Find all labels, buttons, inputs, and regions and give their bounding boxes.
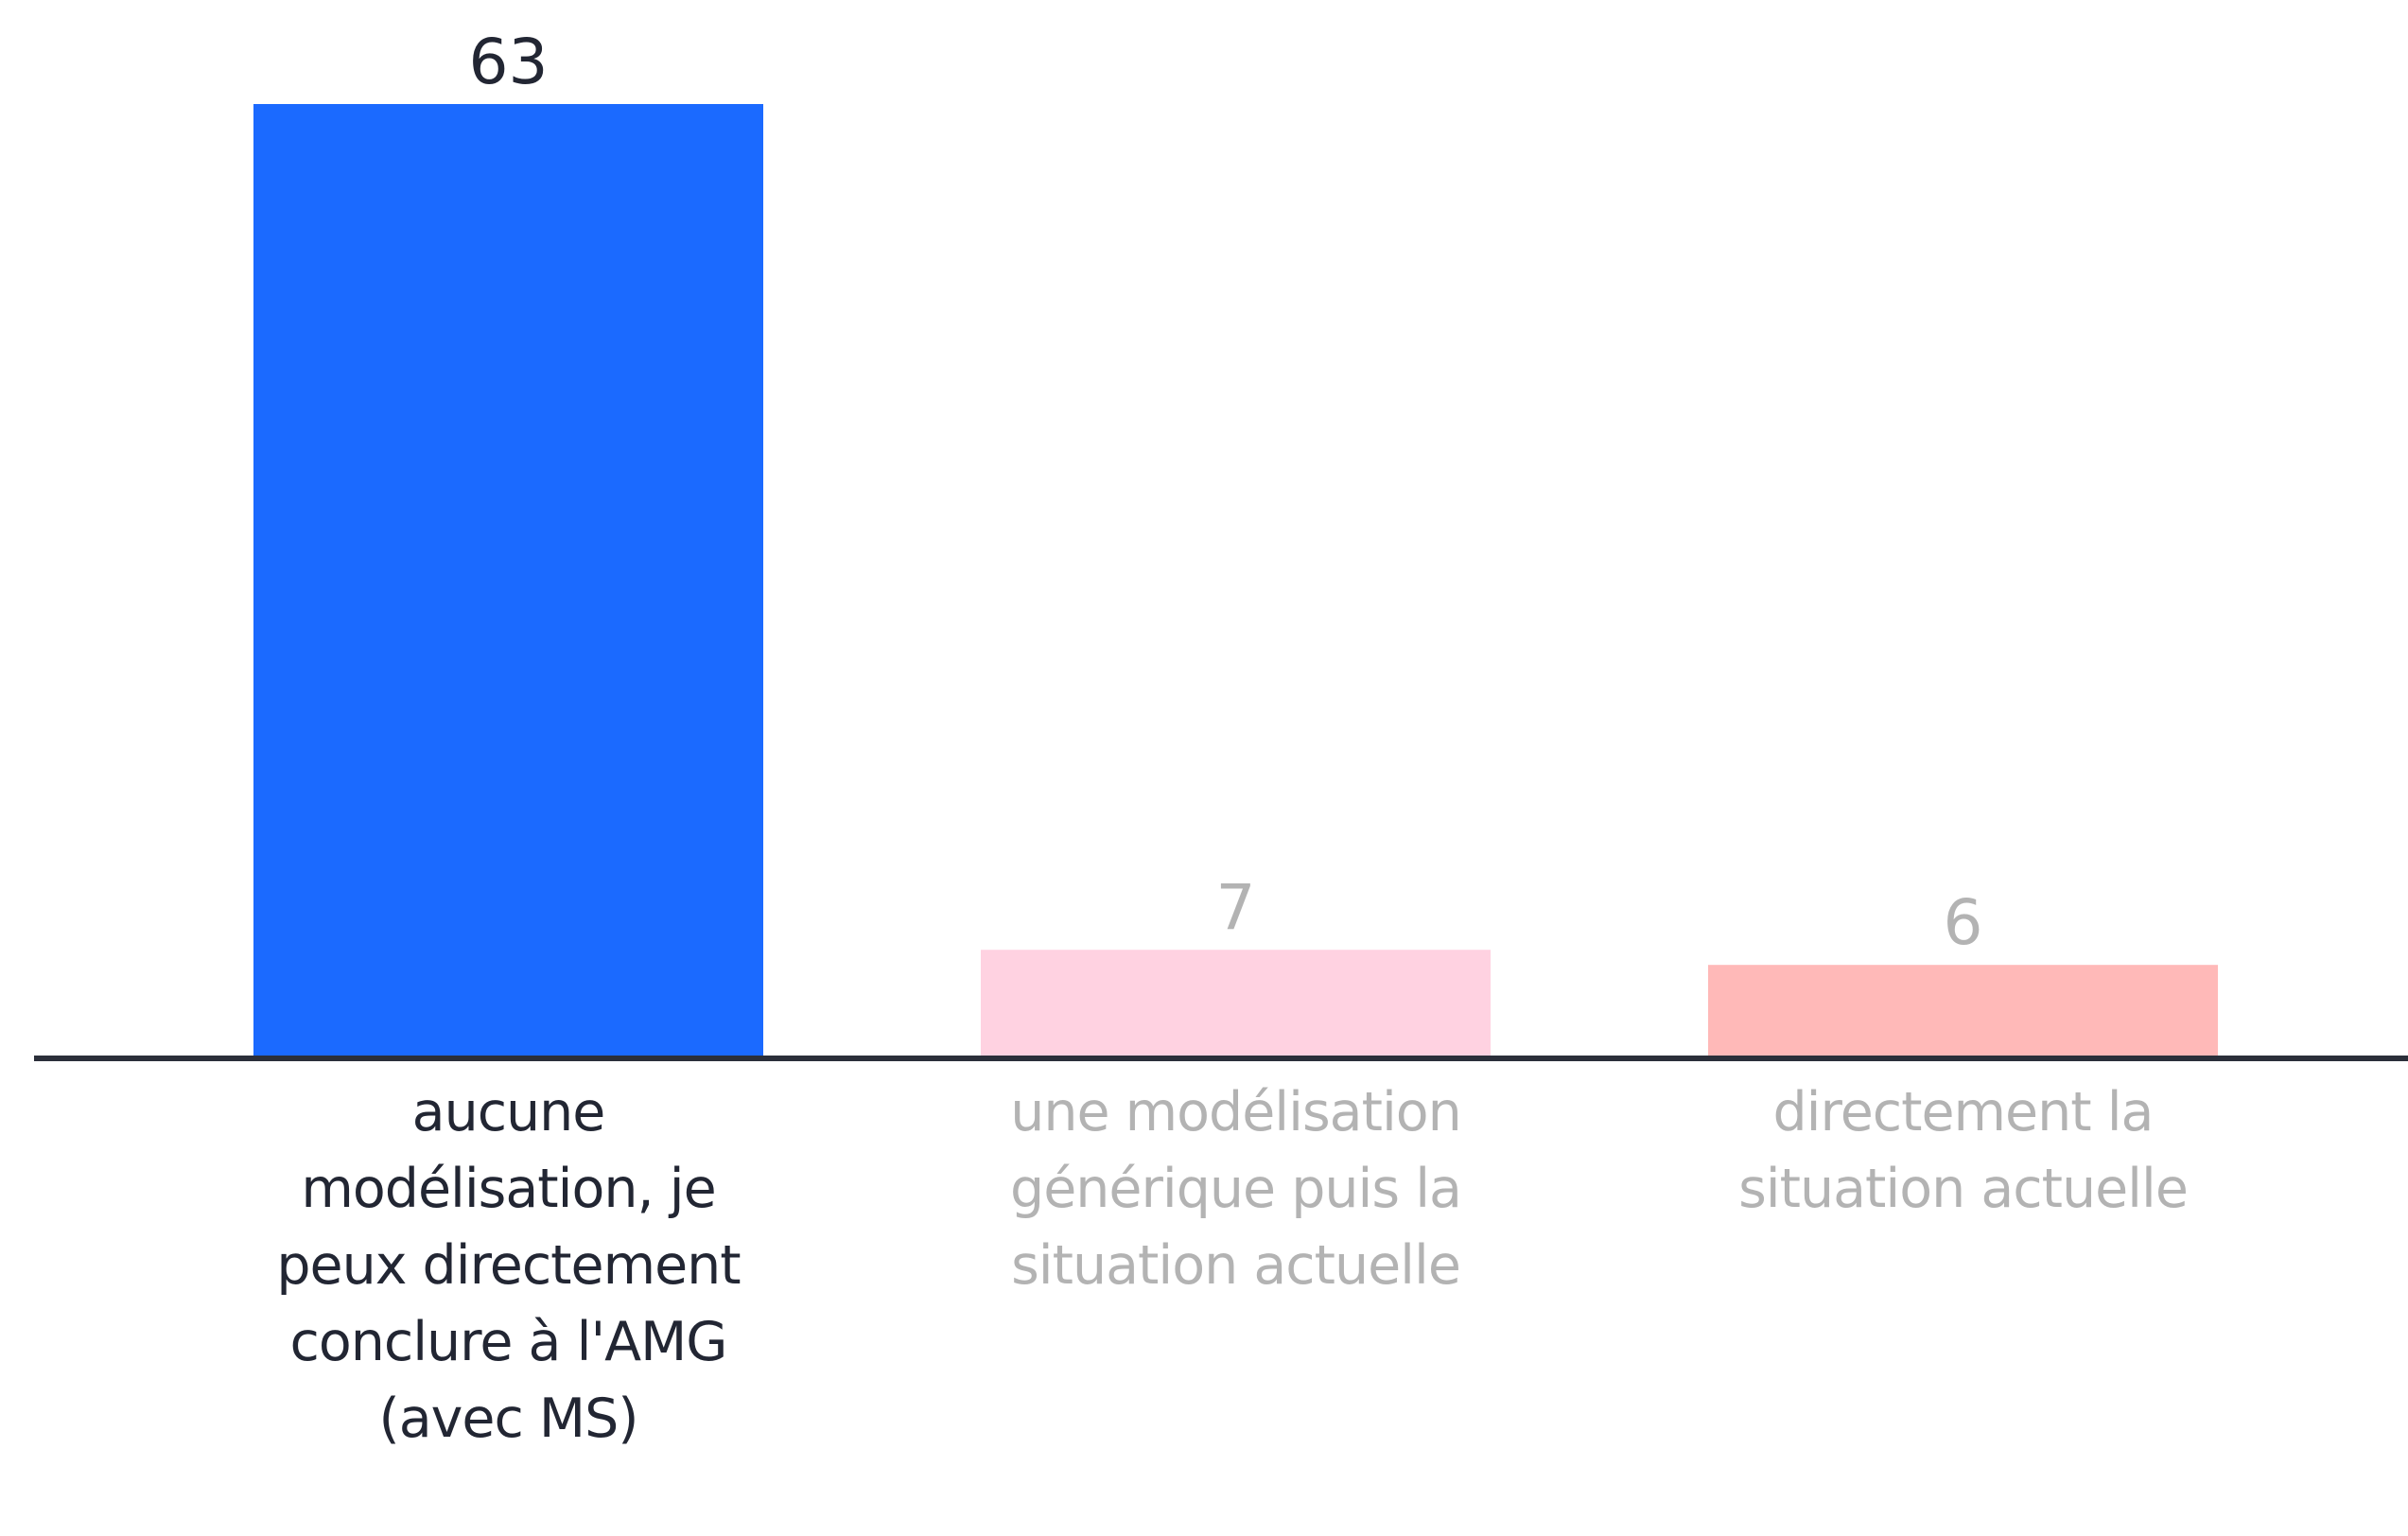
value-label: 6 <box>1944 886 1983 959</box>
bar <box>981 950 1491 1056</box>
value-label: 7 <box>1216 871 1256 944</box>
category-label: aucune modélisation, je peux directement… <box>276 1081 741 1450</box>
bar <box>253 104 763 1056</box>
bar <box>1708 965 2218 1056</box>
category-label: une modélisation générique puis la situa… <box>1010 1081 1462 1297</box>
value-label: 63 <box>469 26 549 98</box>
category-label: directement la situation actuelle <box>1738 1081 2189 1220</box>
